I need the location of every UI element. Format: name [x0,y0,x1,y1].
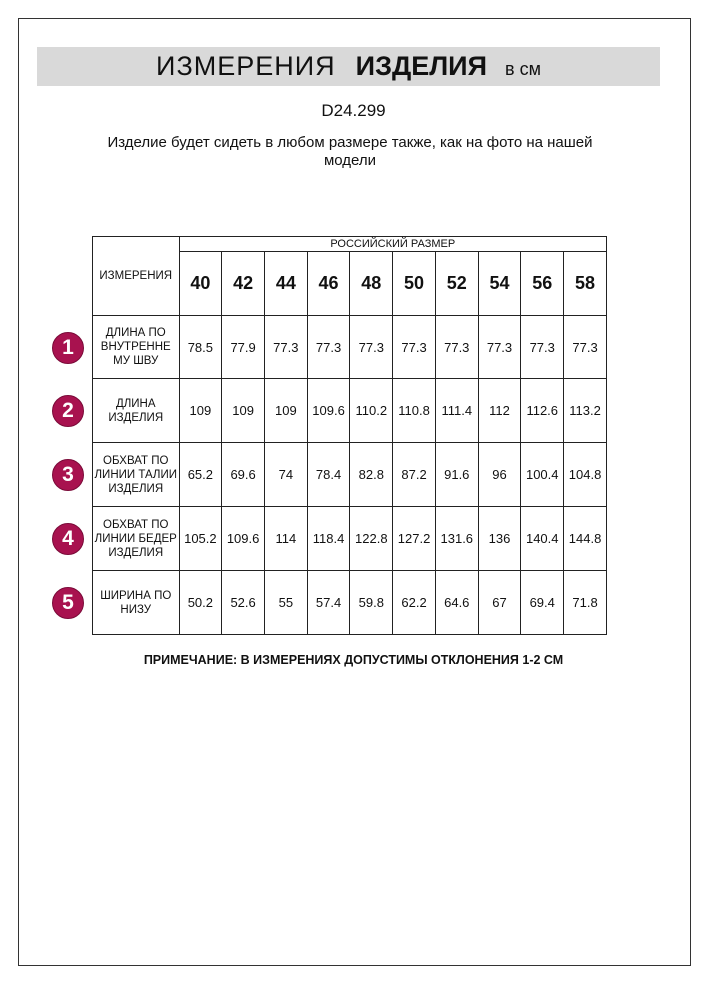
value-cell: 52.6 [221,570,265,635]
value-cell: 67 [477,570,522,635]
value-cell: 110.2 [349,378,394,443]
value-cell: 59.8 [349,570,394,635]
row-label: ДЛИНА ПО ВНУТРЕННЕ МУ ШВУ [92,315,180,379]
page-frame [18,18,691,966]
title-part1: ИЗМЕРЕНИЯ [156,51,336,81]
value-cell: 77.3 [349,315,394,379]
value-cell: 136 [477,506,522,571]
table-row: ДЛИНА ИЗДЕЛИЯ 109 109 109 109.6 110.2 110.8 111… [92,378,607,443]
value-cell: 109 [263,378,308,443]
value-cell: 114 [263,506,308,571]
value-cell: 109 [221,378,265,443]
value-cell: 109.6 [221,506,265,571]
value-cell: 131.6 [434,506,479,571]
size-header: 42 [221,251,265,316]
value-cell: 77.3 [563,315,607,379]
value-cell: 100.4 [520,442,565,507]
corner-header: ИЗМЕРЕНИЯ [92,236,180,316]
size-header: 54 [477,251,522,316]
product-code: D24.299 [321,101,386,120]
value-cell: 122.8 [349,506,394,571]
value-cell: 105.2 [178,506,223,571]
title-unit: в см [505,59,541,79]
value-cell: 109.6 [306,378,351,443]
value-cell: 62.2 [392,570,436,635]
value-cell: 65.2 [178,442,223,507]
size-header: 40 [178,251,223,316]
value-cell: 144.8 [563,506,607,571]
table-row: ШИРИНА ПО НИЗУ 50.2 52.6 55 57.4 59.8 62.2 64.6… [92,570,607,635]
value-cell: 74 [263,442,308,507]
size-header: 56 [520,251,565,316]
table-row: ДЛИНА ПО ВНУТРЕННЕ МУ ШВУ 78.5 77.9 77.3 77.… [92,315,607,379]
size-header: 46 [306,251,351,316]
value-cell: 118.4 [306,506,351,571]
value-cell: 69.4 [520,570,565,635]
value-cell: 77.3 [263,315,308,379]
title-part2: ИЗДЕЛИЯ [355,51,487,81]
row-label: ДЛИНА ИЗДЕЛИЯ [92,378,180,443]
value-cell: 77.3 [434,315,479,379]
row-number-badge: 4 [52,523,84,555]
title-bar: ИЗМЕРЕНИЯ ИЗДЕЛИЯ в см [37,47,660,86]
group-header: РОССИЙСКИЙ РАЗМЕР [178,236,607,252]
table-row: ОБХВАТ ПО ЛИНИИ БЕДЕР ИЗДЕЛИЯ 105.2 109.6 1… [92,506,607,571]
row-number-badge: 2 [52,395,84,427]
row-label: ОБХВАТ ПО ЛИНИИ ТАЛИИ ИЗДЕЛИЯ [92,442,180,507]
value-cell: 110.8 [392,378,436,443]
value-cell: 77.3 [520,315,565,379]
value-cell: 140.4 [520,506,565,571]
value-cell: 109 [178,378,223,443]
value-cell: 71.8 [563,570,607,635]
value-cell: 77.9 [221,315,265,379]
value-cell: 69.6 [221,442,265,507]
size-header: 48 [349,251,394,316]
value-cell: 78.5 [178,315,223,379]
subtitle: Изделие будет сидеть в любом размере так… [107,134,593,169]
value-cell: 113.2 [563,378,607,443]
value-cell: 112.6 [520,378,565,443]
value-cell: 112 [477,378,522,443]
value-cell: 87.2 [392,442,436,507]
value-cell: 96 [477,442,522,507]
row-label: ШИРИНА ПО НИЗУ [92,570,180,635]
value-cell: 78.4 [306,442,351,507]
value-cell: 77.3 [477,315,522,379]
value-cell: 82.8 [349,442,394,507]
value-cell: 127.2 [392,506,436,571]
value-cell: 77.3 [392,315,436,379]
row-number-badge: 5 [52,587,84,619]
size-header: 58 [563,251,607,316]
row-number-badge: 3 [52,459,84,491]
row-label: ОБХВАТ ПО ЛИНИИ БЕДЕР ИЗДЕЛИЯ [92,506,180,571]
value-cell: 64.6 [434,570,479,635]
size-header: 52 [434,251,479,316]
value-cell: 104.8 [563,442,607,507]
size-header: 44 [263,251,308,316]
value-cell: 57.4 [306,570,351,635]
value-cell: 55 [263,570,308,635]
size-header: 50 [392,251,436,316]
size-table: ИЗМЕРЕНИЯ РОССИЙСКИЙ РАЗМЕР 40 42 44 46 48 50… [92,236,607,635]
row-number-badge: 1 [52,332,84,364]
value-cell: 91.6 [434,442,479,507]
value-cell: 111.4 [434,378,479,443]
table-row: ОБХВАТ ПО ЛИНИИ ТАЛИИ ИЗДЕЛИЯ 65.2 69.6 74 7… [92,442,607,507]
value-cell: 77.3 [306,315,351,379]
value-cell: 50.2 [178,570,223,635]
note: ПРИМЕЧАНИЕ: В ИЗМЕРЕНИЯХ ДОПУСТИМЫ ОТКЛО… [143,653,564,667]
